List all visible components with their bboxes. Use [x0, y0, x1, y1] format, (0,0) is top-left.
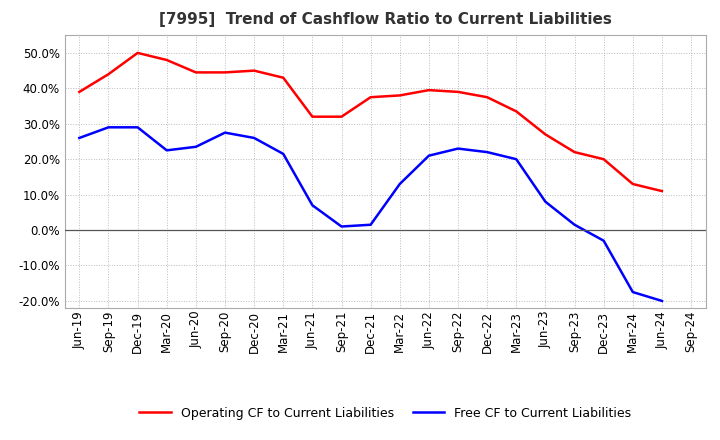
- Title: [7995]  Trend of Cashflow Ratio to Current Liabilities: [7995] Trend of Cashflow Ratio to Curren…: [159, 12, 611, 27]
- Free CF to Current Liabilities: [483, 150, 492, 155]
- Free CF to Current Liabilities: [163, 148, 171, 153]
- Free CF to Current Liabilities: [337, 224, 346, 229]
- Operating CF to Current Liabilities: [629, 181, 637, 187]
- Operating CF to Current Liabilities: [192, 70, 200, 75]
- Free CF to Current Liabilities: [512, 157, 521, 162]
- Operating CF to Current Liabilities: [657, 188, 666, 194]
- Operating CF to Current Liabilities: [483, 95, 492, 100]
- Operating CF to Current Liabilities: [104, 72, 113, 77]
- Free CF to Current Liabilities: [570, 222, 579, 227]
- Free CF to Current Liabilities: [541, 199, 550, 204]
- Operating CF to Current Liabilities: [395, 93, 404, 98]
- Operating CF to Current Liabilities: [337, 114, 346, 119]
- Legend: Operating CF to Current Liabilities, Free CF to Current Liabilities: Operating CF to Current Liabilities, Fre…: [135, 402, 636, 425]
- Operating CF to Current Liabilities: [454, 89, 462, 95]
- Operating CF to Current Liabilities: [512, 109, 521, 114]
- Free CF to Current Liabilities: [425, 153, 433, 158]
- Free CF to Current Liabilities: [75, 136, 84, 141]
- Operating CF to Current Liabilities: [541, 132, 550, 137]
- Operating CF to Current Liabilities: [75, 89, 84, 95]
- Free CF to Current Liabilities: [395, 181, 404, 187]
- Free CF to Current Liabilities: [220, 130, 229, 135]
- Free CF to Current Liabilities: [599, 238, 608, 243]
- Operating CF to Current Liabilities: [250, 68, 258, 73]
- Free CF to Current Liabilities: [454, 146, 462, 151]
- Free CF to Current Liabilities: [308, 202, 317, 208]
- Operating CF to Current Liabilities: [366, 95, 375, 100]
- Line: Free CF to Current Liabilities: Free CF to Current Liabilities: [79, 127, 662, 301]
- Operating CF to Current Liabilities: [308, 114, 317, 119]
- Free CF to Current Liabilities: [192, 144, 200, 150]
- Free CF to Current Liabilities: [133, 125, 142, 130]
- Operating CF to Current Liabilities: [279, 75, 287, 81]
- Free CF to Current Liabilities: [657, 298, 666, 304]
- Operating CF to Current Liabilities: [163, 57, 171, 62]
- Operating CF to Current Liabilities: [133, 50, 142, 55]
- Line: Operating CF to Current Liabilities: Operating CF to Current Liabilities: [79, 53, 662, 191]
- Free CF to Current Liabilities: [366, 222, 375, 227]
- Operating CF to Current Liabilities: [220, 70, 229, 75]
- Free CF to Current Liabilities: [250, 136, 258, 141]
- Operating CF to Current Liabilities: [425, 88, 433, 93]
- Free CF to Current Liabilities: [279, 151, 287, 157]
- Operating CF to Current Liabilities: [599, 157, 608, 162]
- Operating CF to Current Liabilities: [570, 150, 579, 155]
- Free CF to Current Liabilities: [104, 125, 113, 130]
- Free CF to Current Liabilities: [629, 290, 637, 295]
